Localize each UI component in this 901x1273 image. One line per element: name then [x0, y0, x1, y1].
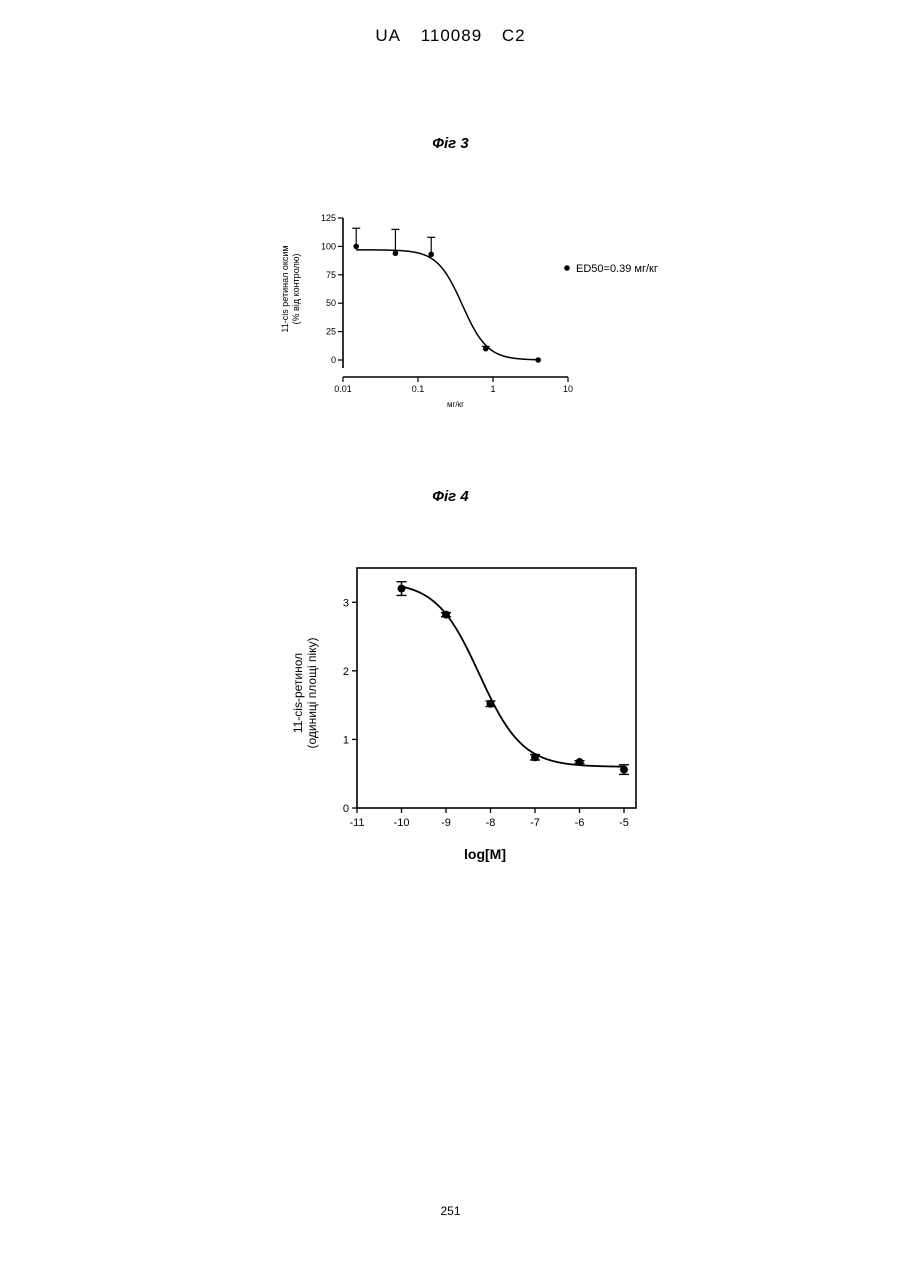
data-point	[576, 758, 584, 766]
y-axis-label-line2: (одиниці площі піку)	[305, 637, 319, 748]
x-tick-label: -6	[575, 817, 585, 829]
figure-3-chart: 0 25 50 75 100 125 0.01 0.1 1 10 мг/кг 11-cis ретин…	[0, 200, 901, 420]
x-tick-label: 1	[490, 384, 495, 394]
x-axis-label: мг/кг	[447, 400, 464, 409]
y-tick-label: 2	[343, 666, 349, 678]
x-tick-label: -11	[349, 817, 364, 829]
y-axis-label: 11-cis ретинал оксим(% від контролю)	[280, 245, 301, 332]
y-tick-label: 0	[343, 803, 349, 815]
y-axis-label: 11-cis-ретинол(одиниці площі піку)	[291, 637, 319, 748]
data-point	[442, 611, 450, 619]
x-tick-label: -7	[530, 817, 540, 829]
patent-header: UA 110089 C2	[0, 26, 901, 46]
y-axis-label-line1: 11-cis-ретинол	[291, 653, 305, 733]
x-tick-label: 0.01	[334, 384, 352, 394]
data-point	[353, 244, 359, 250]
figure-4-chart: 0 1 2 3 -11 -10 -9 -8 -7 -6 -5 log[M] 11-cis-ретинол…	[0, 555, 901, 885]
figure-4-title: Фіг 4	[0, 488, 901, 505]
data-point	[393, 250, 399, 256]
data-point	[398, 585, 406, 593]
fit-curve	[402, 587, 625, 767]
page-number: 251	[0, 1204, 901, 1218]
data-point	[487, 700, 495, 708]
x-tick-label: -10	[394, 817, 410, 829]
y-tick-label: 25	[326, 327, 336, 337]
figure-3-title: Фіг 3	[0, 135, 901, 152]
x-tick-label: -8	[486, 817, 496, 829]
data-point	[483, 346, 489, 352]
data-point	[531, 753, 539, 761]
y-axis-label-line1: 11-cis ретинал оксим	[280, 245, 290, 332]
data-point	[535, 357, 541, 363]
y-tick-label: 75	[326, 270, 336, 280]
fit-curve	[356, 250, 538, 360]
y-tick-label: 3	[343, 597, 349, 609]
header-kind: C2	[502, 26, 526, 45]
data-point	[428, 252, 434, 258]
x-tick-label: 10	[563, 384, 573, 394]
y-tick-label: 1	[343, 734, 349, 746]
data-point	[620, 766, 628, 774]
plot-frame	[357, 568, 636, 808]
header-country: UA	[375, 26, 401, 45]
y-tick-label: 100	[321, 241, 336, 251]
x-tick-label: -5	[619, 817, 629, 829]
y-tick-label: 50	[326, 298, 336, 308]
y-tick-label: 0	[331, 355, 336, 365]
header-number: 110089	[421, 26, 482, 45]
legend-label: ED50=0.39 мг/кг	[576, 263, 658, 275]
legend-marker	[564, 265, 570, 271]
x-tick-label: 0.1	[412, 384, 425, 394]
x-tick-label: -9	[441, 817, 451, 829]
y-tick-label: 125	[321, 213, 336, 223]
x-axis-label: log[M]	[464, 846, 506, 862]
y-axis-label-line2: (% від контролю)	[291, 254, 301, 325]
